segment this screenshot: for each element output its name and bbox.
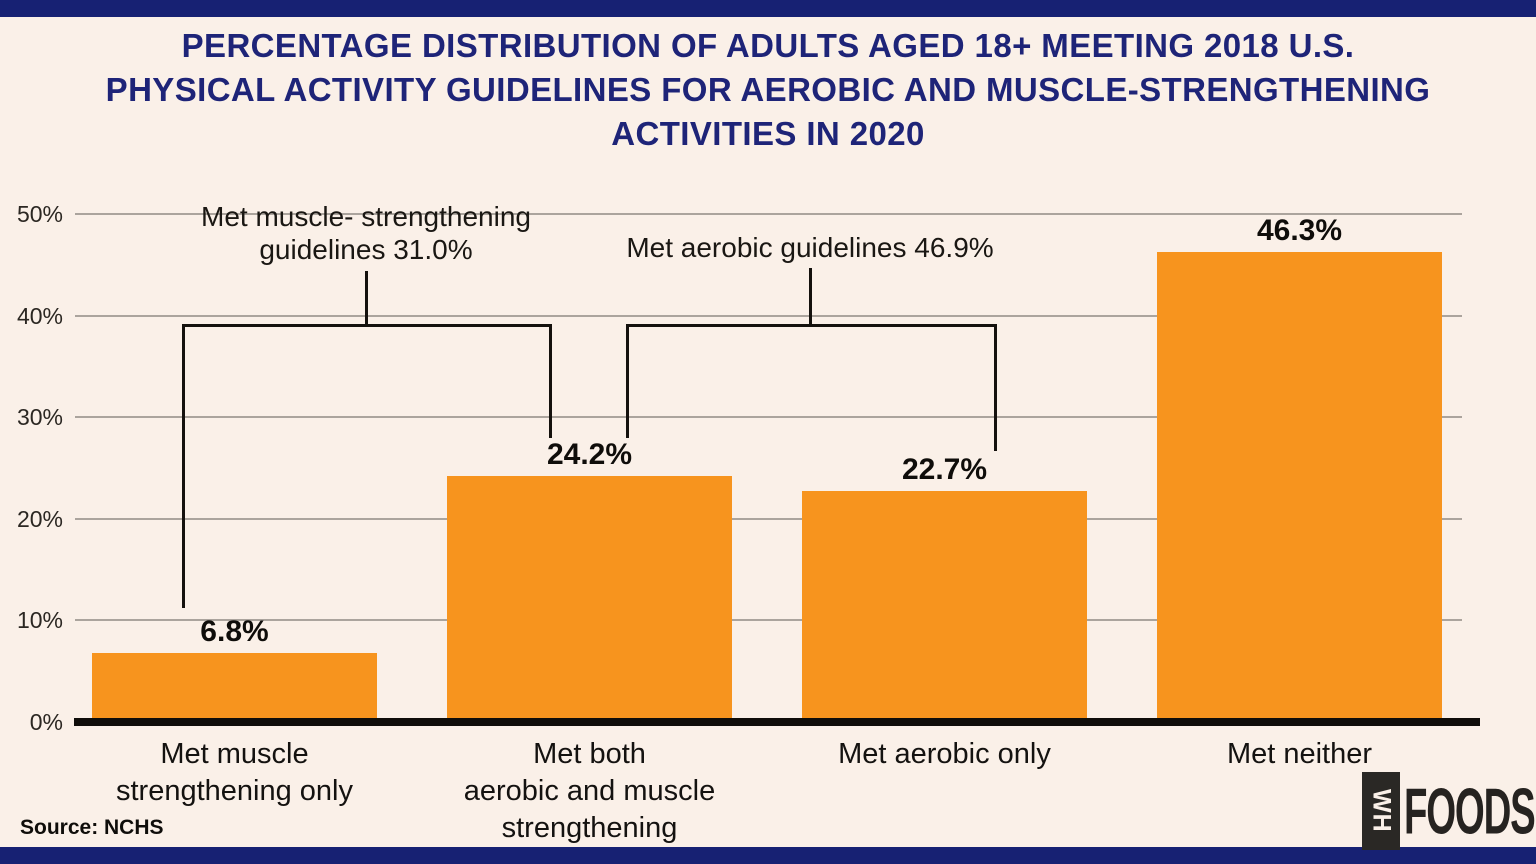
chart-title-line: PERCENTAGE DISTRIBUTION OF ADULTS AGED 1… bbox=[181, 27, 1355, 64]
annotation-bracket-left-arm bbox=[182, 324, 185, 608]
y-axis-tick-label: 40% bbox=[16, 302, 63, 329]
whfoods-logo: WH FOODS bbox=[1362, 772, 1536, 850]
category-label-line: Met muscle bbox=[160, 738, 309, 770]
y-axis-tick-label: 30% bbox=[16, 404, 63, 431]
annotation-stem-line bbox=[809, 268, 812, 324]
bar-value-label: 24.2% bbox=[546, 438, 633, 472]
annotation-text-line: guidelines 31.0% bbox=[259, 234, 473, 265]
bar bbox=[802, 491, 1087, 724]
annotation-text-line: Met muscle- strengthening bbox=[201, 201, 531, 232]
annotation-text: Met muscle- strengthening guidelines 31.0… bbox=[151, 200, 581, 266]
gridline bbox=[75, 517, 1462, 520]
gridline bbox=[75, 314, 1462, 317]
category-label: Met both aerobic and muscle strengthening bbox=[400, 736, 780, 847]
annotation-bracket-right-arm bbox=[549, 324, 552, 438]
y-axis-tick-label: 0% bbox=[29, 709, 63, 735]
bar-value-label: 6.8% bbox=[200, 614, 269, 648]
chart-title-line: PHYSICAL ACTIVITY GUIDELINES FOR AEROBIC… bbox=[105, 71, 1431, 108]
x-axis-baseline bbox=[74, 718, 1480, 726]
category-label-line: Met aerobic only bbox=[838, 738, 1051, 770]
category-label-line: strengthening bbox=[501, 812, 678, 844]
y-axis-tick-label: 10% bbox=[16, 607, 63, 634]
category-label-line: Met both bbox=[533, 738, 646, 770]
chart-title: PERCENTAGE DISTRIBUTION OF ADULTS AGED 1… bbox=[0, 24, 1536, 156]
annotation-bracket-right-arm bbox=[994, 324, 997, 451]
annotation-stem-line bbox=[365, 271, 368, 324]
annotation-bracket-line bbox=[626, 324, 997, 327]
category-label-line: Met neither bbox=[1226, 738, 1373, 770]
annotation-bracket-line bbox=[182, 324, 552, 327]
logo-wh-text: WH bbox=[1367, 789, 1396, 833]
gridline bbox=[75, 213, 1462, 215]
category-label-line: aerobic and muscle bbox=[463, 775, 716, 807]
annotation-bracket-left-arm bbox=[626, 324, 629, 438]
annotation-text-line: Met aerobic guidelines 46.9% bbox=[626, 232, 994, 263]
chart-title-line: ACTIVITIES IN 2020 bbox=[611, 115, 925, 152]
bottom-border-strip bbox=[0, 847, 1536, 864]
bar bbox=[92, 652, 377, 724]
logo-vertical-bar: WH bbox=[1362, 772, 1400, 850]
y-axis-tick-label: 20% bbox=[16, 505, 63, 532]
logo-foods-text: FOODS bbox=[1404, 774, 1536, 848]
category-label-line: strengthening only bbox=[116, 775, 353, 807]
source-label: Source: NCHS bbox=[20, 816, 164, 839]
bar-value-label: 22.7% bbox=[901, 453, 988, 487]
category-label: Met aerobic only bbox=[755, 736, 1135, 773]
annotation-text: Met aerobic guidelines 46.9% bbox=[560, 231, 1060, 264]
bar-value-label: 46.3% bbox=[1256, 213, 1343, 247]
bar bbox=[1157, 251, 1442, 724]
gridline bbox=[75, 619, 1462, 622]
top-border-strip bbox=[0, 0, 1536, 17]
category-label: Met neither bbox=[1110, 736, 1490, 773]
category-label: Met muscle strengthening only bbox=[45, 736, 425, 810]
gridline bbox=[75, 416, 1462, 419]
bar bbox=[447, 476, 732, 724]
y-axis-tick-label: 50% bbox=[16, 201, 63, 227]
